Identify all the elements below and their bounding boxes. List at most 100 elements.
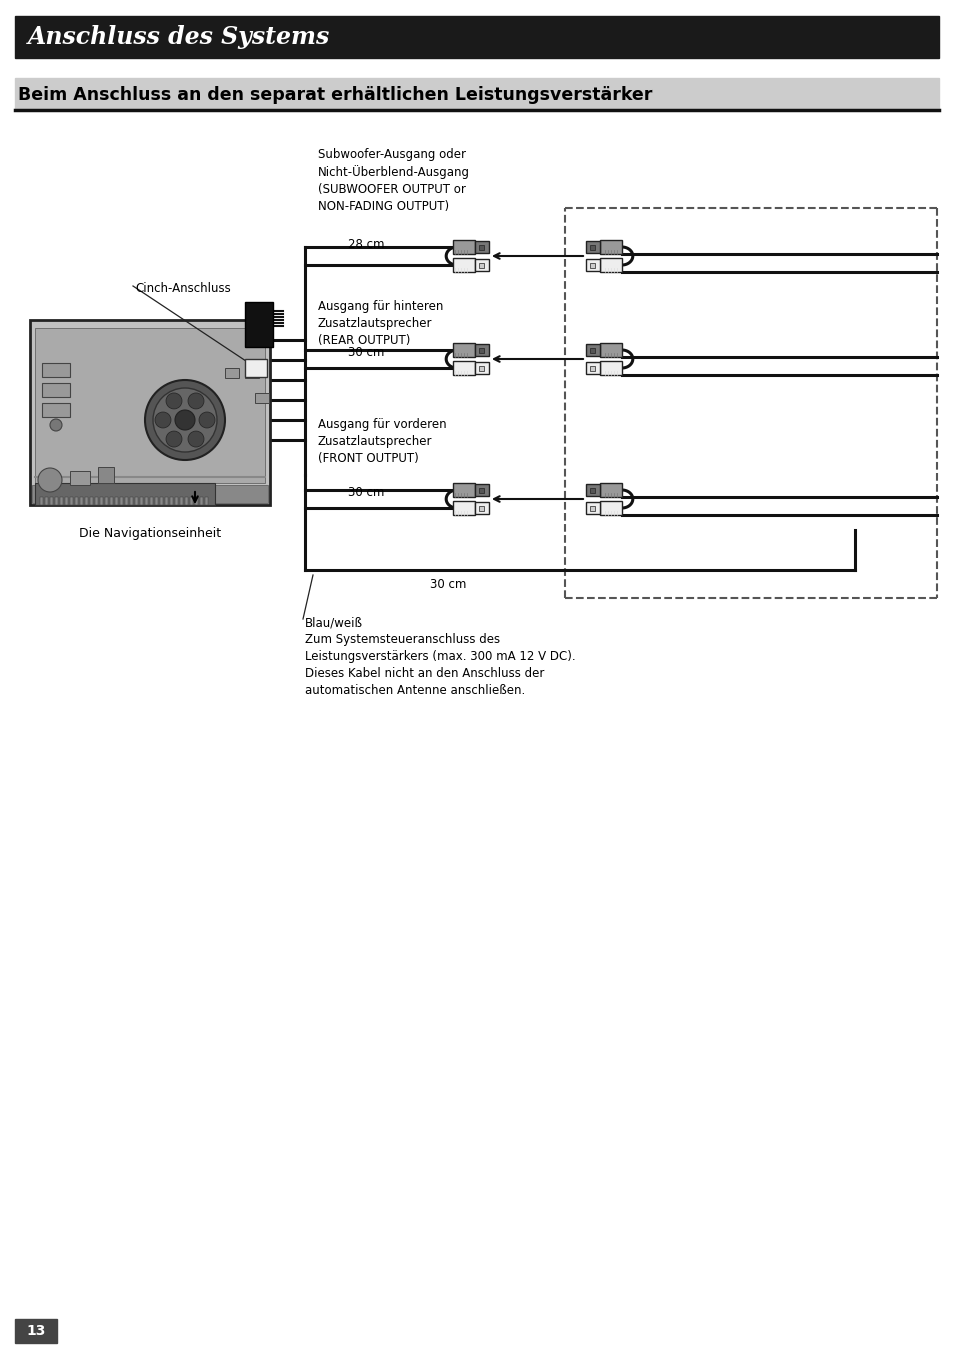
Bar [475, 241, 489, 253]
Bar [453, 501, 475, 515]
Bar [45, 497, 48, 505]
Text: Blau/weiß
Zum Systemsteueranschluss des
Leistungsverstärkers (max. 300 mA 12 V D: Blau/weiß Zum Systemsteueranschluss des … [305, 617, 575, 696]
Circle shape [188, 431, 204, 447]
Bar [135, 497, 138, 505]
Circle shape [166, 393, 182, 409]
Circle shape [154, 412, 171, 428]
Bar [589, 488, 595, 493]
Bar [65, 497, 68, 505]
Bar [225, 369, 239, 378]
Bar [35, 482, 214, 505]
Bar [125, 497, 128, 505]
Bar [245, 359, 267, 377]
Bar [589, 366, 595, 371]
Bar [585, 259, 599, 271]
Circle shape [50, 419, 62, 431]
Text: Cinch-Anschluss: Cinch-Anschluss [135, 282, 231, 295]
Bar [589, 263, 595, 268]
Bar [245, 369, 258, 378]
Bar [105, 497, 108, 505]
Bar [585, 344, 599, 356]
Bar [98, 467, 113, 482]
Bar [585, 241, 599, 253]
Bar [245, 302, 273, 347]
Bar [120, 497, 123, 505]
Bar [154, 497, 158, 505]
Text: 30 cm: 30 cm [348, 485, 384, 499]
Bar [165, 497, 168, 505]
Bar [475, 501, 489, 514]
Bar [194, 497, 198, 505]
Circle shape [145, 379, 225, 459]
Text: Ausgang für hinteren
Zusatzlautsprecher
(REAR OUTPUT): Ausgang für hinteren Zusatzlautsprecher … [317, 299, 443, 347]
Text: Ausgang für vorderen
Zusatzlautsprecher
(FRONT OUTPUT): Ausgang für vorderen Zusatzlautsprecher … [317, 417, 446, 465]
Text: Die Navigationseinheit: Die Navigationseinheit [79, 527, 221, 541]
Circle shape [174, 411, 194, 430]
Bar [80, 497, 83, 505]
Bar [145, 497, 148, 505]
Bar [55, 497, 58, 505]
Bar [589, 348, 595, 354]
Bar [70, 497, 73, 505]
Bar [15, 16, 938, 58]
Bar [42, 383, 70, 397]
Bar [254, 393, 269, 402]
Bar [599, 360, 621, 375]
Circle shape [166, 431, 182, 447]
Text: 30 cm: 30 cm [430, 579, 466, 592]
Bar [453, 360, 475, 375]
Bar [589, 245, 595, 251]
Bar [60, 497, 63, 505]
Text: Beim Anschluss an den separat erhältlichen Leistungsverstärker: Beim Anschluss an den separat erhältlich… [18, 85, 652, 104]
Bar [100, 497, 103, 505]
Bar [75, 497, 78, 505]
Bar [599, 482, 621, 497]
Bar [599, 257, 621, 272]
Text: 30 cm: 30 cm [348, 346, 384, 359]
Bar [585, 501, 599, 514]
Bar [190, 497, 193, 505]
Bar [70, 472, 90, 485]
Bar [585, 484, 599, 496]
Bar [170, 497, 172, 505]
Bar [115, 497, 118, 505]
Bar [95, 497, 98, 505]
Bar [50, 497, 53, 505]
Bar [35, 328, 265, 482]
Circle shape [38, 467, 62, 492]
Circle shape [152, 388, 216, 453]
Bar [599, 240, 621, 253]
Bar [15, 79, 938, 110]
Bar [453, 343, 475, 356]
Bar [30, 320, 270, 505]
Bar [475, 344, 489, 356]
Bar [478, 348, 483, 354]
Text: Subwoofer-Ausgang oder
Nicht-Überblend-Ausgang
(SUBWOOFER OUTPUT or
NON-FADING O: Subwoofer-Ausgang oder Nicht-Überblend-A… [317, 148, 470, 213]
Bar [478, 245, 483, 251]
Bar [42, 363, 70, 377]
Bar [475, 259, 489, 271]
Bar [589, 505, 595, 511]
Bar [150, 497, 152, 505]
Bar [599, 501, 621, 515]
Bar [453, 257, 475, 272]
Bar [478, 488, 483, 493]
Bar [478, 505, 483, 511]
Bar [475, 484, 489, 496]
Bar [185, 497, 188, 505]
Bar [110, 497, 112, 505]
Bar [478, 366, 483, 371]
Bar [42, 402, 70, 417]
Bar [200, 497, 203, 505]
Bar [205, 497, 208, 505]
Text: 13: 13 [27, 1324, 46, 1337]
Text: Anschluss des Systems: Anschluss des Systems [28, 24, 330, 49]
Bar [85, 497, 88, 505]
Circle shape [188, 393, 204, 409]
Bar [130, 497, 132, 505]
Bar [478, 263, 483, 268]
Text: 28 cm: 28 cm [348, 238, 384, 252]
Bar [599, 343, 621, 356]
Bar [180, 497, 183, 505]
Bar [40, 497, 43, 505]
